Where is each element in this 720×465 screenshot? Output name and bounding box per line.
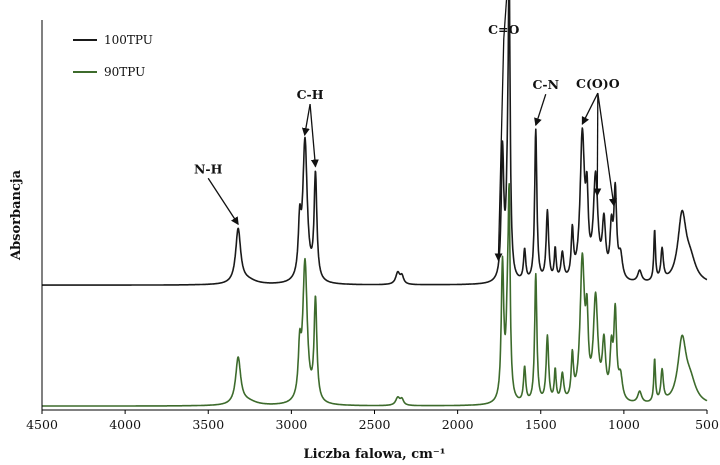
x-axis-title: Liczba falowa, cm⁻¹ bbox=[304, 447, 446, 462]
legend-label-90tpu: 90TPU bbox=[104, 65, 145, 79]
series-line-100tpu bbox=[41, 0, 708, 286]
peak-annotation-arrow bbox=[309, 104, 319, 168]
y-axis-title: Absorbancja bbox=[9, 169, 24, 261]
peak-annotation-label: C-H bbox=[297, 87, 324, 102]
peak-annotation-arrow bbox=[301, 104, 311, 137]
peak-annotation-arrow bbox=[494, 38, 505, 262]
legend-label-100tpu: 100TPU bbox=[104, 33, 153, 47]
series-line-90tpu bbox=[41, 183, 708, 407]
peak-annotations: N-HC-HC=OC-N C(O)O bbox=[194, 0, 620, 262]
plot-area bbox=[41, 0, 708, 407]
peak-annotation-arrow bbox=[207, 177, 239, 226]
peak-annotation-label: C(O)O bbox=[576, 76, 620, 91]
x-tick-label: 2000 bbox=[442, 417, 474, 432]
legend: 100TPU 90TPU bbox=[73, 33, 153, 79]
x-tick-label: 3500 bbox=[192, 417, 224, 432]
x-axis-ticks: 4500 4000 3500 3000 2500 2000 1500 1000 500 bbox=[26, 410, 719, 432]
x-tick-label: 1500 bbox=[525, 417, 557, 432]
x-tick-label: 4000 bbox=[109, 417, 141, 432]
peak-annotation-arrow bbox=[534, 94, 547, 127]
x-tick-label: 4500 bbox=[26, 417, 58, 432]
x-tick-label: 1000 bbox=[608, 417, 640, 432]
x-tick-label: 2500 bbox=[359, 417, 391, 432]
peak-annotation-arrow bbox=[593, 93, 602, 197]
x-tick-label: 3000 bbox=[275, 417, 307, 432]
peak-annotation-arrow bbox=[597, 92, 617, 207]
x-tick-label: 500 bbox=[695, 417, 719, 432]
peak-annotation-label: N-H bbox=[194, 161, 223, 176]
peak-annotation-label: C-N bbox=[532, 77, 559, 92]
x-axis: 4500 4000 3500 3000 2500 2000 1500 1000 500 bbox=[26, 409, 719, 432]
peak-annotation-arrow bbox=[503, 0, 508, 40]
peak-annotation-arrow bbox=[581, 92, 599, 125]
